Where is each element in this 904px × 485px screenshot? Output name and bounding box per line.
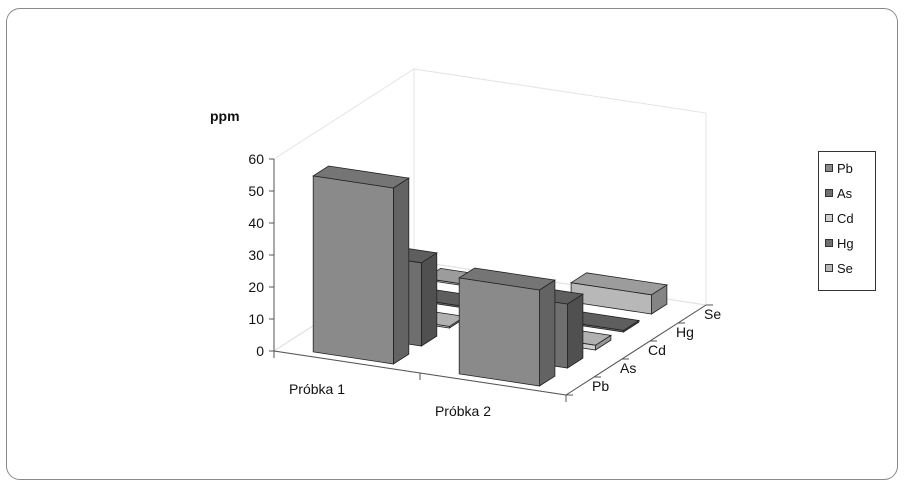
bar-front	[312, 175, 394, 365]
y-tick-label: 30	[248, 247, 264, 263]
depth-axis-line	[565, 304, 707, 396]
legend-label: Se	[837, 260, 853, 276]
depth-label-se: Se	[704, 306, 721, 322]
legend-item-se: Se	[825, 260, 853, 276]
legend-swatch	[825, 189, 833, 197]
depth-label-cd: Cd	[648, 342, 666, 358]
legend-label: Hg	[837, 235, 854, 251]
legend-item-pb: Pb	[825, 160, 853, 176]
bar-front	[458, 277, 540, 387]
legend-label: As	[837, 185, 853, 201]
chart-frame	[6, 8, 898, 480]
bar-pb-probka-2	[458, 267, 557, 387]
legend-swatch	[825, 164, 833, 172]
legend-item-hg: Hg	[825, 235, 854, 251]
chart-labels: 0 10 20 30 40 50 60 ppm Próbka 1 Próbka 2 Pb As Cd Hg…	[210, 108, 721, 419]
depth-label-as: As	[620, 360, 636, 376]
y-tick-label: 0	[256, 343, 264, 359]
y-tick-label: 10	[248, 311, 264, 327]
y-tick-label: 20	[248, 279, 264, 295]
chart-legend: Pb As Cd Hg Se	[818, 151, 876, 291]
category-label-probka-1: Próbka 1	[289, 381, 345, 397]
bar-side	[392, 177, 410, 365]
legend-swatch	[825, 264, 833, 272]
bar-top	[569, 272, 669, 296]
bar-side	[567, 293, 584, 369]
bar-top	[458, 267, 557, 291]
legend-swatch	[825, 214, 833, 222]
legend-swatch	[825, 239, 833, 247]
legend-item-cd: Cd	[825, 210, 854, 226]
legend-label: Cd	[837, 210, 854, 226]
legend-item-as: As	[825, 185, 852, 201]
y-axis-title: ppm	[210, 108, 240, 124]
depth-label-pb: Pb	[592, 378, 609, 394]
depth-label-hg: Hg	[676, 324, 694, 340]
legend-label: Pb	[837, 160, 853, 176]
y-tick-label: 40	[248, 215, 264, 231]
bar-pb-probka-1	[312, 165, 410, 365]
bar-side	[539, 279, 556, 387]
bar-side	[420, 252, 438, 347]
bar-se-probka-2	[569, 272, 669, 315]
bar-top	[312, 165, 410, 189]
category-label-probka-2: Próbka 2	[435, 403, 491, 419]
y-tick-label: 50	[248, 183, 264, 199]
y-tick-label: 60	[248, 151, 264, 167]
chart-bars	[312, 165, 669, 387]
